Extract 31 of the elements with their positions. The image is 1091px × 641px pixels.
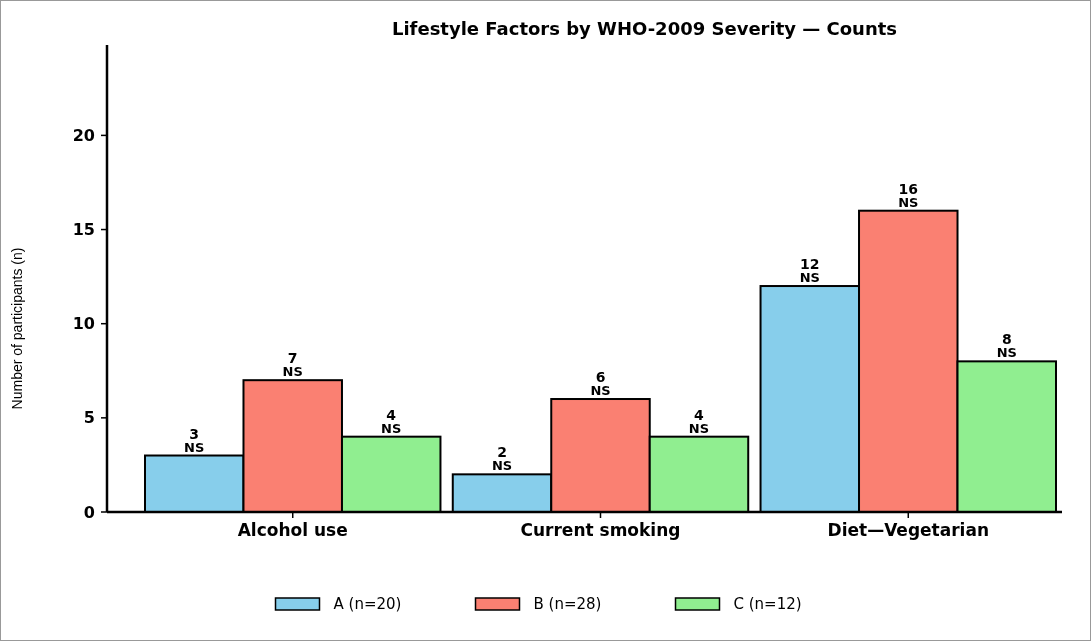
annotation: NS xyxy=(381,420,402,436)
annotation: NS xyxy=(491,458,513,474)
y-tick-label: 10 xyxy=(72,314,95,334)
legend-label: A (n=20) xyxy=(333,595,402,614)
data-label: 8 xyxy=(1001,331,1012,348)
data-label: 7 xyxy=(287,350,298,367)
legend-label: B (n=28) xyxy=(533,595,602,614)
y-tick-label: 5 xyxy=(83,408,95,428)
y-tick-label: 15 xyxy=(72,220,95,240)
annotation: NS xyxy=(688,420,710,436)
data-label: 3 xyxy=(189,425,200,442)
data-label: 12 xyxy=(800,256,820,273)
y-tick-label: 20 xyxy=(72,125,95,145)
data-label: 4 xyxy=(694,406,705,423)
annotation: NS xyxy=(799,270,820,286)
legend-label: C (n=12) xyxy=(733,595,802,614)
annotation: NS xyxy=(282,364,303,380)
data-label: 6 xyxy=(595,369,606,386)
annotation: NS xyxy=(590,383,611,399)
x-tick-label: Current smoking xyxy=(520,520,681,540)
annotation: NS xyxy=(898,194,919,210)
data-label: 4 xyxy=(386,406,397,423)
annotation: NS xyxy=(996,345,1017,361)
annotation: NS xyxy=(184,439,205,455)
chart-title: Lifestyle Factors by WHO-2009 Severity — Counts xyxy=(391,18,898,39)
data-label: 2 xyxy=(497,444,507,461)
y-tick-label: 0 xyxy=(83,502,95,522)
x-tick-label: Diet—Vegetarian xyxy=(827,520,989,540)
y-axis-title: Number of participants (n) xyxy=(9,247,25,410)
data-label: 16 xyxy=(898,180,919,197)
x-tick-label: Alcohol use xyxy=(237,520,348,540)
